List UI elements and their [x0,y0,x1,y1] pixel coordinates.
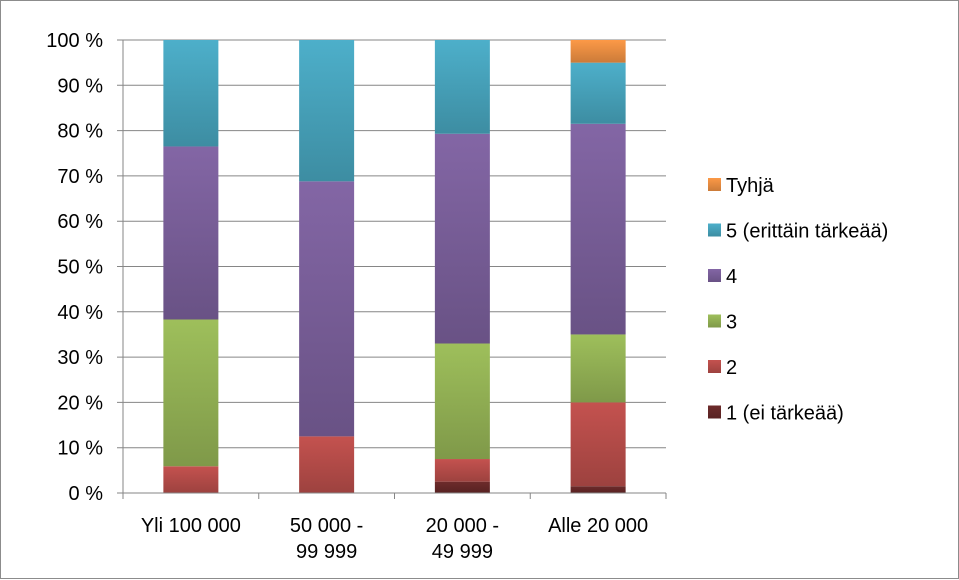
x-axis: Yli 100 000 50 000 -99 999 20 000 -49 999 A… [122,492,667,563]
x-tick-label: Alle 20 000 [548,515,648,537]
bar-5-eritt-in-t-rke-1 [163,40,219,147]
legend-label-2: 2 [726,357,737,379]
y-tick-label: 50 % [57,257,103,279]
y-tick-label: 80 % [57,121,103,143]
x-tick-label: Yli 100 000 [141,515,241,537]
bar-tyhj-4 [570,40,626,63]
x-tick-label: 20 000 -49 999 [426,515,499,563]
legend-swatch-3 [708,314,721,328]
bar-2-1 [163,466,219,493]
bar-4-3 [434,133,490,344]
legend-label-tyhj: Tyhjä [726,175,775,197]
bar-4-2 [299,181,355,437]
bar-5-eritt-in-t-rke-2 [299,40,355,182]
legend-label-3: 3 [726,312,737,334]
legend-swatch-5-eritt-in-t-rke [708,223,721,237]
y-tick-label: 20 % [57,392,103,414]
legend-swatch-tyhj [708,178,721,191]
legend-label-4: 4 [726,266,737,288]
bar-1-ei-t-rke-3 [434,481,490,493]
bar-3-1 [163,319,219,467]
bar-4-4 [570,123,626,335]
bar-3-3 [434,343,490,460]
y-tick-label: 40 % [57,302,103,324]
legend-swatch-1-ei-t-rke [708,405,721,419]
legend-swatch-2 [708,360,721,373]
y-tick-label: 100 % [46,30,103,52]
legend-label-1-ei-t-rke: 1 (ei tärkeää) [726,403,844,425]
y-tick-label: 0 % [69,483,104,505]
bar-5-eritt-in-t-rke-3 [434,40,490,134]
bar-2-4 [570,402,626,487]
bar-5-eritt-in-t-rke-4 [570,62,626,124]
bar-3-4 [570,334,626,403]
y-tick-label: 90 % [57,75,103,97]
legend: Tyhjä 5 (erittäin tärkeää) 4 3 2 1 (ei tärkeä… [708,175,888,425]
bar-2-2 [299,436,355,493]
bar-4-1 [163,146,219,320]
x-tick-label: 50 000 -99 999 [290,515,363,563]
bar-2-3 [434,459,490,482]
bars [163,40,626,493]
y-axis: 0 % 10 % 20 % 30 % 40 % 50 % 60 % 70 % 80 % 90 % 1… [46,30,124,505]
y-tick-label: 10 % [57,438,103,460]
y-tick-label: 70 % [57,166,103,188]
y-tick-label: 60 % [57,211,103,233]
legend-swatch-4 [708,269,721,282]
legend-label-5-eritt-in-t-rke: 5 (erittäin tärkeää) [726,221,888,243]
bar-1-ei-t-rke-4 [570,486,626,493]
y-tick-label: 30 % [57,347,103,369]
